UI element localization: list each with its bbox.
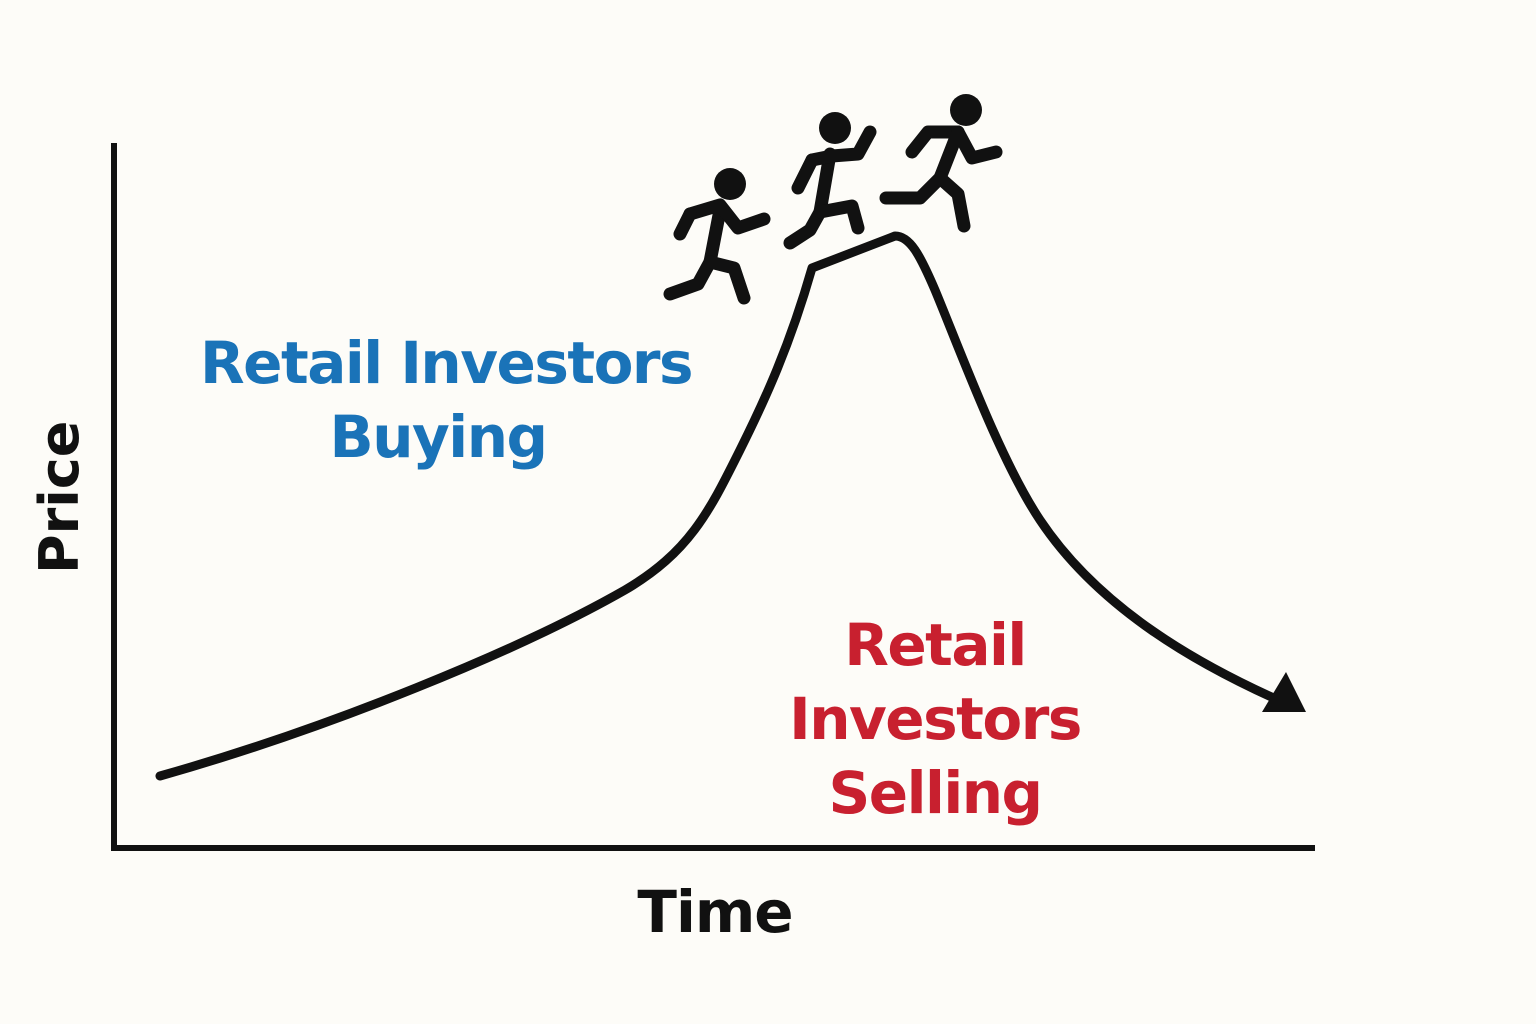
x-axis-label: Time — [637, 878, 793, 946]
running-person-icon — [663, 168, 771, 305]
running-figures — [663, 94, 1003, 305]
selling-label-line-1: Retail — [844, 611, 1027, 679]
retail-selling-annotation: Retail Investors Selling — [780, 608, 1090, 830]
y-axis-label: Price — [28, 420, 91, 574]
axes — [111, 143, 1315, 851]
buying-label-line-2: Buying — [329, 403, 549, 471]
retail-buying-annotation: Retail Investors Buying — [200, 326, 694, 474]
running-person-icon — [879, 94, 1003, 233]
running-person-icon — [783, 112, 877, 250]
selling-label-line-3: Selling — [828, 759, 1043, 827]
curve-arrowhead — [1262, 672, 1306, 712]
price-curve — [155, 231, 1283, 781]
buying-label-line-1: Retail Investors — [200, 329, 694, 397]
selling-label-line-2: Investors — [789, 685, 1082, 753]
